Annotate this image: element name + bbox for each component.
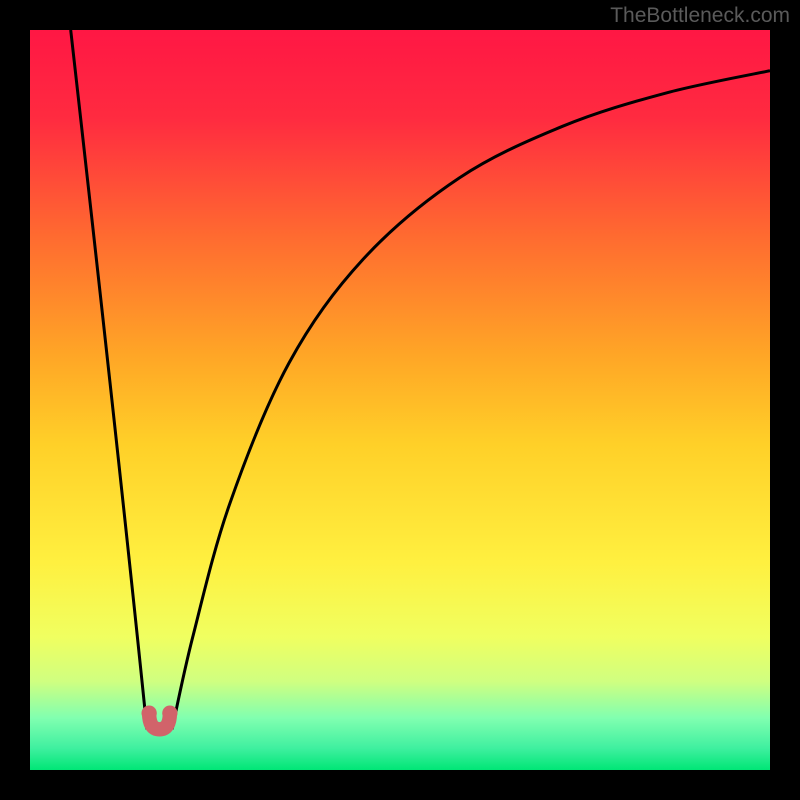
right-ascent-curve bbox=[172, 71, 770, 730]
watermark-text: TheBottleneck.com bbox=[610, 4, 790, 28]
minimum-marker-dot bbox=[141, 705, 156, 720]
bottleneck-curves-overlay bbox=[30, 30, 770, 770]
left-descent-curve bbox=[71, 30, 147, 729]
minimum-marker-dot bbox=[162, 705, 177, 720]
chart-outer-frame: TheBottleneck.com bbox=[0, 0, 800, 800]
plot-area bbox=[30, 30, 770, 770]
